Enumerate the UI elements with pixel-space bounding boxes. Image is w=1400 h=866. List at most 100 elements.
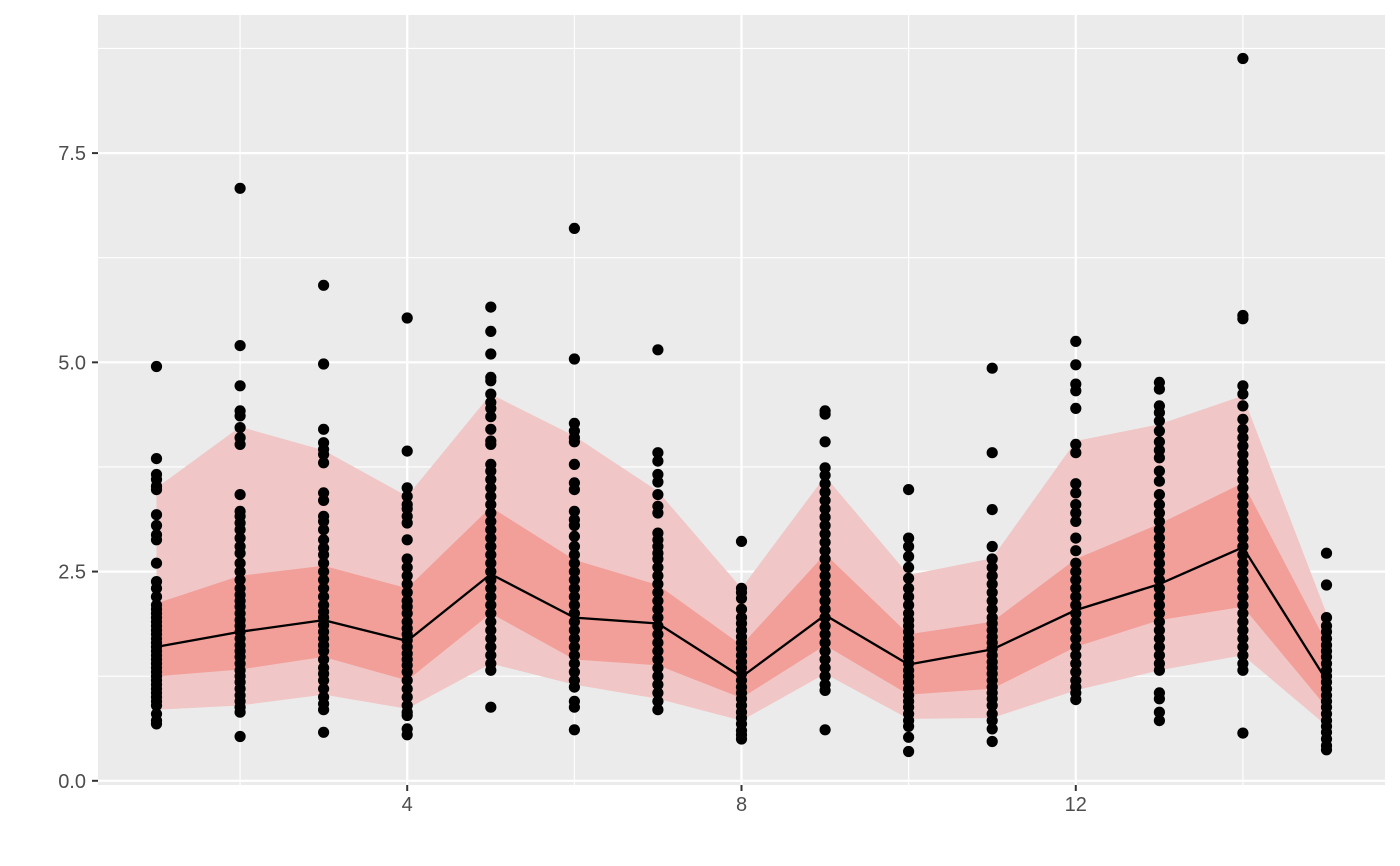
y-axis-tick-label: 7.5	[58, 143, 86, 165]
y-axis: 0.0 2.5 5.0 7.5	[58, 143, 98, 793]
data-point	[903, 731, 915, 743]
data-point	[652, 670, 664, 682]
data-point	[1237, 616, 1249, 628]
data-point	[401, 674, 413, 687]
data-point	[1070, 532, 1082, 544]
data-point	[1237, 490, 1249, 502]
data-point	[318, 524, 330, 536]
data-point	[1153, 400, 1165, 412]
data-point	[735, 612, 748, 624]
data-point	[1153, 540, 1165, 553]
data-point	[1237, 440, 1249, 452]
data-point	[568, 505, 581, 517]
data-point	[318, 591, 330, 603]
data-point	[1153, 425, 1165, 437]
data-point	[485, 532, 497, 544]
data-point	[1153, 687, 1165, 699]
data-point	[903, 582, 915, 594]
data-point	[819, 545, 831, 557]
axes: 0.0 2.5 5.0 7.5 4 8 12	[58, 143, 1087, 816]
data-point	[1070, 566, 1082, 578]
data-point	[819, 528, 831, 540]
data-point	[485, 607, 497, 620]
data-point	[401, 570, 413, 582]
data-point	[485, 701, 497, 713]
data-point	[234, 405, 246, 417]
data-point	[568, 632, 581, 645]
data-point	[819, 511, 831, 523]
data-point	[1153, 515, 1165, 528]
data-point	[485, 658, 497, 670]
data-point	[568, 549, 581, 561]
data-point	[1153, 715, 1165, 727]
data-point	[1070, 616, 1082, 628]
data-point	[1237, 566, 1249, 578]
data-point	[568, 514, 581, 526]
data-point	[1070, 378, 1082, 390]
data-point	[652, 500, 664, 512]
data-point	[1237, 524, 1249, 536]
data-point	[819, 519, 831, 532]
data-point	[1153, 641, 1165, 653]
data-point	[1153, 624, 1165, 636]
data-point	[234, 182, 246, 194]
data-point	[1320, 620, 1333, 632]
data-point	[986, 723, 998, 735]
data-point	[819, 462, 831, 474]
data-point	[401, 691, 413, 703]
data-point	[234, 489, 246, 501]
data-point	[401, 723, 413, 735]
data-point	[150, 529, 163, 541]
data-point	[903, 572, 915, 584]
data-point	[986, 561, 998, 574]
data-point	[318, 557, 330, 569]
data-point	[1070, 658, 1082, 670]
data-point	[485, 348, 497, 360]
data-point	[318, 662, 330, 674]
data-point	[234, 582, 246, 594]
data-point	[819, 486, 831, 498]
data-point	[318, 683, 330, 695]
data-point	[1153, 549, 1165, 561]
data-point	[568, 540, 581, 553]
data-point	[986, 540, 998, 553]
data-point	[652, 578, 664, 590]
data-point	[1153, 475, 1165, 487]
data-point	[986, 735, 998, 748]
data-point	[903, 540, 915, 553]
data-point	[652, 704, 664, 716]
data-point	[568, 674, 581, 687]
data-point	[819, 553, 831, 565]
data-point	[485, 325, 497, 337]
data-point	[485, 540, 497, 553]
data-point	[1070, 515, 1082, 528]
data-point	[652, 586, 664, 599]
data-point	[819, 679, 831, 691]
data-point	[485, 616, 497, 628]
data-point	[1070, 666, 1082, 678]
data-point	[652, 561, 664, 574]
data-point	[568, 582, 581, 594]
data-point	[485, 507, 497, 519]
data-point	[1153, 376, 1165, 388]
data-point	[568, 477, 581, 489]
data-point	[1070, 499, 1082, 511]
data-point	[1070, 438, 1082, 450]
data-point	[401, 595, 413, 607]
data-point	[1070, 632, 1082, 645]
data-point	[819, 494, 831, 506]
data-point	[1237, 309, 1249, 322]
data-point	[819, 595, 831, 607]
data-point	[401, 534, 413, 546]
data-point	[819, 724, 831, 736]
data-point	[1237, 658, 1249, 670]
data-point	[1070, 641, 1082, 653]
data-point	[318, 574, 330, 586]
data-point	[485, 599, 497, 611]
data-point	[819, 620, 831, 632]
data-point	[485, 641, 497, 653]
data-point	[568, 599, 581, 611]
data-point	[1237, 413, 1249, 425]
data-point	[568, 417, 581, 429]
